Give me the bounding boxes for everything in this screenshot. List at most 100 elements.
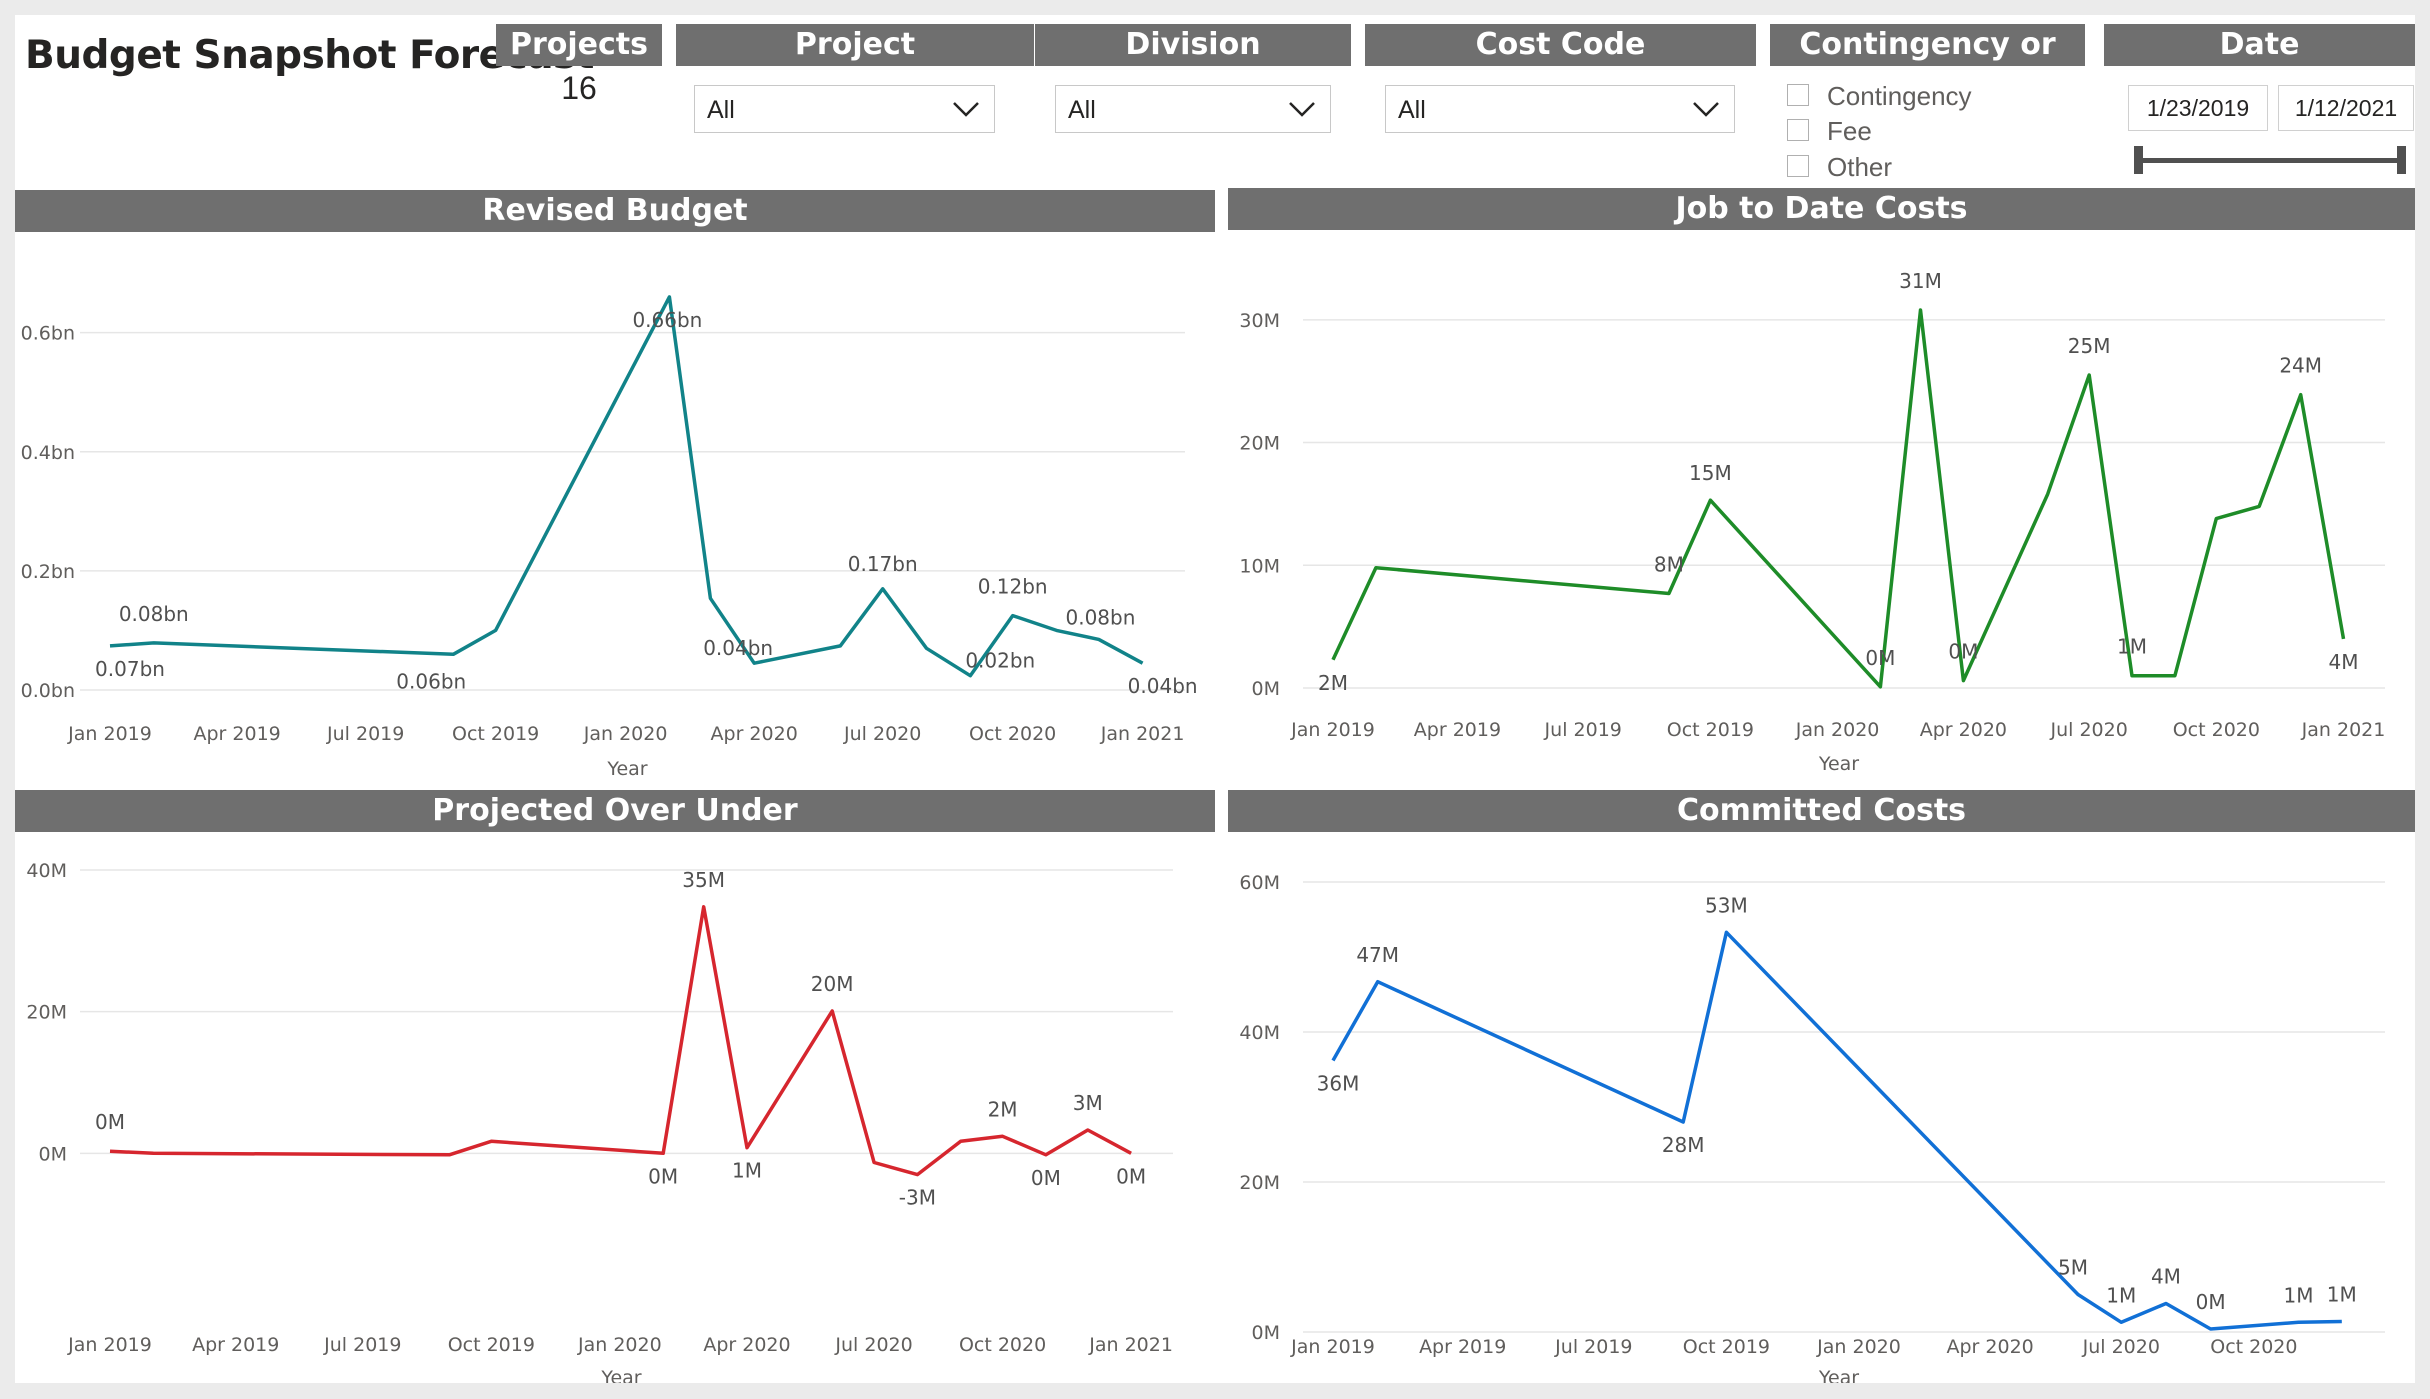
x-tick-label: Jan 2020 xyxy=(577,1334,662,1356)
data-label: 0.07bn xyxy=(95,657,165,681)
costcode-dropdown-value: All xyxy=(1398,96,1426,124)
y-tick-label: 0M xyxy=(1252,678,1280,700)
x-tick-label: Jul 2020 xyxy=(2050,719,2128,741)
costcode-slicer-header: Cost Code xyxy=(1365,24,1756,66)
x-tick-label: Apr 2019 xyxy=(1414,719,1501,741)
x-tick-label: Jan 2019 xyxy=(1290,1336,1375,1358)
x-tick-label: Jul 2019 xyxy=(323,1334,401,1356)
series-line[interactable] xyxy=(1331,930,2342,1331)
data-label: 31M xyxy=(1899,269,1942,293)
data-label: 0.17bn xyxy=(848,552,918,576)
date-slicer-header: Date xyxy=(2104,24,2415,66)
projects-header: Projects xyxy=(496,24,662,66)
chevron-down-icon xyxy=(953,102,979,117)
series-line[interactable] xyxy=(1331,308,2346,689)
chevron-down-icon xyxy=(1693,102,1719,117)
committed-costs-chart: 0M 20M 40M 60M Jan 2019 Apr 2019 Jul 2019 Oct 2… xyxy=(1239,872,2385,1383)
data-label: 28M xyxy=(1662,1133,1705,1157)
y-tick-label: 60M xyxy=(1239,872,1280,894)
data-label: 24M xyxy=(2279,354,2322,378)
y-tick-label: 0.2bn xyxy=(21,561,75,583)
x-tick-label: Jan 2020 xyxy=(1795,719,1880,741)
x-tick-label: Jan 2019 xyxy=(1290,719,1375,741)
costcode-dropdown[interactable]: All xyxy=(1385,85,1735,133)
checkbox-icon[interactable] xyxy=(1787,155,1809,177)
date-start-input[interactable]: 1/23/2019 xyxy=(2128,85,2268,131)
data-label: 0M xyxy=(1116,1164,1146,1188)
x-tick-label: Jul 2020 xyxy=(2082,1336,2160,1358)
data-label: 3M xyxy=(1073,1091,1103,1115)
data-label: 0M xyxy=(648,1164,678,1188)
y-tick-label: 0M xyxy=(1252,1322,1280,1344)
x-tick-label: Oct 2020 xyxy=(969,723,1056,745)
x-tick-label: Jul 2020 xyxy=(834,1334,912,1356)
data-label: 0M xyxy=(1948,640,1978,664)
date-end-input[interactable]: 1/12/2021 xyxy=(2278,85,2414,131)
data-label: 4M xyxy=(2329,650,2359,674)
division-dropdown-value: All xyxy=(1068,96,1096,124)
y-tick-label: 20M xyxy=(1239,1172,1280,1194)
checkbox-label: Other xyxy=(1827,152,1893,182)
x-tick-label: Jul 2019 xyxy=(1544,719,1622,741)
x-tick-label: Jan 2021 xyxy=(1100,723,1185,745)
x-tick-label: Oct 2020 xyxy=(2173,719,2260,741)
x-tick-label: Jan 2020 xyxy=(583,723,668,745)
project-dropdown[interactable]: All xyxy=(694,85,995,133)
data-label: 53M xyxy=(1705,893,1748,917)
series-line[interactable] xyxy=(109,295,1144,678)
x-axis-title: Year xyxy=(606,758,647,780)
data-label: 15M xyxy=(1689,461,1732,485)
x-tick-label: Oct 2020 xyxy=(2210,1336,2297,1358)
x-axis-title: Year xyxy=(1818,1367,1859,1383)
checkbox-label: Fee xyxy=(1827,116,1872,146)
date-slider-start-handle[interactable] xyxy=(2134,146,2143,174)
y-tick-label: 10M xyxy=(1239,555,1280,577)
data-label: 2M xyxy=(1318,671,1348,695)
data-label: 0.04bn xyxy=(703,636,773,660)
data-label: 2M xyxy=(988,1097,1018,1121)
project-dropdown-value: All xyxy=(707,96,735,124)
x-tick-label: Oct 2020 xyxy=(959,1334,1046,1356)
chart-title-committed-costs: Committed Costs xyxy=(1228,790,2415,832)
x-tick-label: Jul 2019 xyxy=(326,723,404,745)
project-slicer-header: Project xyxy=(676,24,1034,66)
y-tick-label: 20M xyxy=(26,1002,67,1024)
x-tick-label: Oct 2019 xyxy=(452,723,539,745)
x-tick-label: Apr 2019 xyxy=(1419,1336,1506,1358)
x-tick-label: Oct 2019 xyxy=(1667,719,1754,741)
data-label: 0.08bn xyxy=(119,602,189,626)
data-label: 0.02bn xyxy=(965,649,1035,673)
chart-title-job-to-date: Job to Date Costs xyxy=(1228,188,2415,230)
division-dropdown[interactable]: All xyxy=(1055,85,1331,133)
projected-over-under-chart: 0M 20M 40M Jan 2019 Apr 2019 Jul 2019 Oct 2019… xyxy=(26,860,1173,1383)
data-label: 5M xyxy=(2058,1256,2088,1280)
data-label: 36M xyxy=(1317,1072,1360,1096)
data-label: 8M xyxy=(1654,553,1684,577)
y-tick-label: 30M xyxy=(1239,310,1280,332)
y-tick-label: 40M xyxy=(26,860,67,882)
checkbox-icon[interactable] xyxy=(1787,84,1809,106)
data-label: 1M xyxy=(2106,1283,2136,1307)
x-tick-label: Apr 2020 xyxy=(703,1334,790,1356)
date-range-slider[interactable] xyxy=(2138,158,2402,163)
checkbox-label: Contingency xyxy=(1827,81,1972,111)
data-label: 0.06bn xyxy=(396,669,466,693)
chart-title-projected-over-under: Projected Over Under xyxy=(15,790,1215,832)
report-canvas: Budget Snapshot Forecast Projects 16 Pro… xyxy=(15,15,2415,1383)
checkbox-icon[interactable] xyxy=(1787,119,1809,141)
x-tick-label: Jan 2019 xyxy=(67,1334,152,1356)
chart-title-revised-budget: Revised Budget xyxy=(15,190,1215,232)
data-label: 0M xyxy=(1031,1166,1061,1190)
data-label: 0M xyxy=(95,1110,125,1134)
x-tick-label: Apr 2020 xyxy=(1947,1336,2034,1358)
x-tick-label: Jan 2021 xyxy=(2301,719,2386,741)
x-tick-label: Jan 2019 xyxy=(67,723,152,745)
x-tick-label: Apr 2020 xyxy=(1920,719,2007,741)
date-slider-end-handle[interactable] xyxy=(2397,146,2406,174)
series-line[interactable] xyxy=(109,905,1132,1177)
x-tick-label: Apr 2019 xyxy=(192,1334,279,1356)
x-tick-label: Oct 2019 xyxy=(448,1334,535,1356)
projects-count: 16 xyxy=(561,70,597,106)
y-tick-label: 0.6bn xyxy=(21,323,75,345)
y-tick-label: 0.0bn xyxy=(21,680,75,702)
